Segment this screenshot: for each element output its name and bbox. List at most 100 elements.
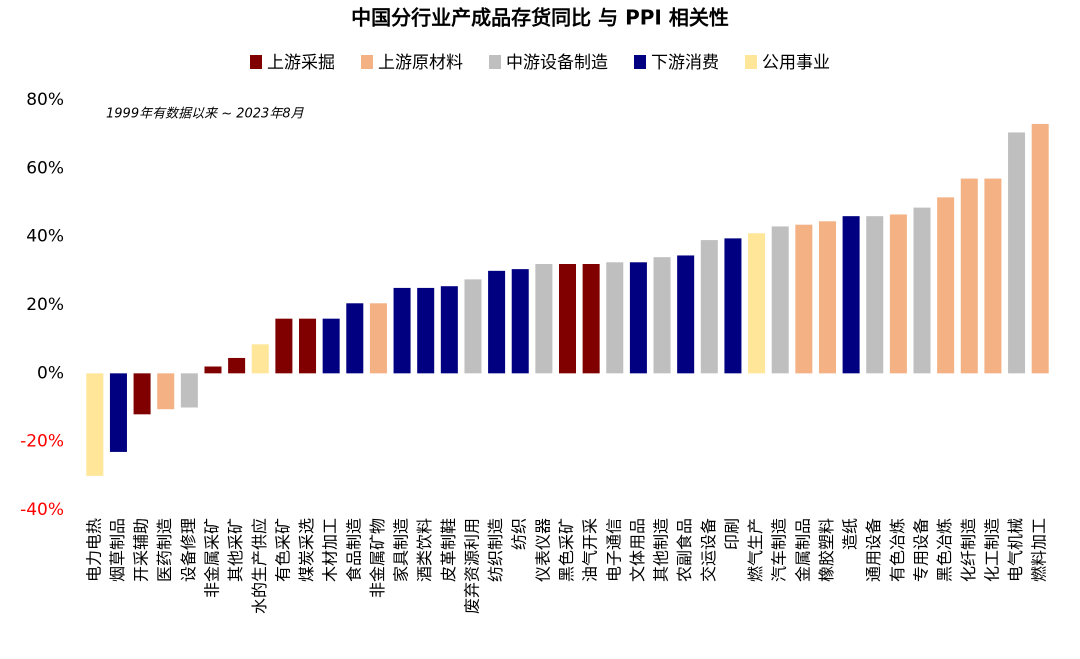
chart-title: 中国分行业产成品存货同比 与 PPI 相关性 bbox=[351, 6, 729, 30]
x-tick-label: 印刷 bbox=[722, 518, 741, 550]
bar bbox=[937, 197, 955, 374]
bar bbox=[204, 366, 222, 374]
bar bbox=[795, 224, 813, 374]
x-tick-label: 开采辅助 bbox=[132, 518, 151, 582]
bar bbox=[558, 264, 577, 374]
bar bbox=[299, 318, 317, 374]
bar bbox=[1008, 132, 1026, 374]
y-tick-label: 20% bbox=[26, 295, 64, 315]
bar bbox=[86, 373, 104, 476]
x-tick-label: 非金属采矿 bbox=[202, 518, 221, 598]
x-tick-label: 医药制造 bbox=[155, 518, 174, 582]
x-tick-label: 其他制造 bbox=[652, 518, 671, 582]
x-tick-label: 其他采矿 bbox=[226, 518, 245, 582]
bar bbox=[913, 207, 931, 374]
x-tick-label: 废弃资源利用 bbox=[462, 518, 481, 614]
bar bbox=[582, 264, 600, 374]
x-tick-label: 有色采矿 bbox=[273, 518, 292, 582]
bar bbox=[464, 279, 482, 374]
bar bbox=[771, 226, 789, 374]
bar bbox=[818, 221, 836, 374]
bar bbox=[157, 373, 175, 410]
x-tick-label: 食品制造 bbox=[344, 518, 363, 582]
legend-swatch bbox=[745, 55, 757, 69]
legend-swatch bbox=[250, 55, 262, 69]
bar bbox=[440, 286, 458, 374]
x-tick-label: 纺织 bbox=[510, 518, 529, 550]
legend-label: 公用事业 bbox=[762, 53, 830, 73]
y-tick-label: 60% bbox=[26, 158, 64, 178]
x-tick-label: 农副食品 bbox=[675, 518, 694, 582]
y-tick-label: -20% bbox=[20, 432, 64, 452]
x-tick-label: 设备修理 bbox=[179, 518, 198, 582]
x-tick-label: 电子通信 bbox=[604, 518, 623, 582]
bar bbox=[488, 270, 506, 374]
bar bbox=[984, 178, 1002, 374]
x-tick-label: 造纸 bbox=[841, 518, 860, 550]
x-tick-label: 仪表仪器 bbox=[533, 518, 552, 582]
bar bbox=[535, 264, 553, 374]
bar bbox=[724, 238, 742, 374]
bar bbox=[417, 287, 435, 374]
bar bbox=[960, 178, 978, 374]
legend-swatch bbox=[489, 55, 501, 69]
x-tick-label: 交运设备 bbox=[699, 518, 718, 582]
x-tick-label: 煤炭采选 bbox=[297, 518, 316, 582]
x-tick-label: 金属制品 bbox=[793, 518, 812, 582]
legend-swatch bbox=[361, 55, 373, 69]
x-tick-label: 皮革制鞋 bbox=[439, 518, 458, 582]
legend: 上游采掘 上游原材料 中游设备制造 下游消费 公用事业 bbox=[250, 53, 830, 73]
x-tick-label: 文体用品 bbox=[628, 518, 647, 582]
bar bbox=[133, 373, 151, 415]
x-tick-label: 烟草制品 bbox=[108, 518, 127, 582]
bar bbox=[275, 318, 293, 374]
bar bbox=[511, 269, 529, 374]
x-tick-label: 家具制造 bbox=[392, 518, 411, 582]
x-tick-label: 木材加工 bbox=[321, 518, 340, 582]
legend-label: 下游消费 bbox=[651, 53, 719, 73]
bar bbox=[1031, 123, 1049, 374]
annotation: 1999年有数据以来 ~ 2023年8月 bbox=[106, 107, 305, 122]
bar bbox=[748, 233, 766, 374]
x-tick-label: 电力电热 bbox=[84, 518, 103, 582]
y-tick-label: -40% bbox=[20, 500, 64, 520]
x-tick-label: 酒类饮料 bbox=[415, 518, 434, 582]
x-tick-label: 化纤制造 bbox=[959, 518, 978, 582]
legend-label: 上游原材料 bbox=[378, 53, 463, 73]
x-tick-label: 黑色采矿 bbox=[557, 518, 576, 582]
bar bbox=[653, 257, 671, 374]
bar bbox=[629, 262, 647, 374]
bar bbox=[251, 344, 269, 374]
x-tick-label: 燃料加工 bbox=[1030, 518, 1049, 582]
x-tick-label: 汽车制造 bbox=[770, 518, 789, 582]
x-tick-label: 化工制造 bbox=[982, 518, 1001, 582]
bar bbox=[842, 216, 860, 374]
bar bbox=[889, 214, 907, 374]
bar bbox=[322, 318, 340, 374]
legend-label: 上游采掘 bbox=[267, 53, 335, 73]
bar bbox=[228, 357, 246, 374]
x-tick-label: 有色冶炼 bbox=[888, 518, 907, 582]
bar bbox=[700, 240, 718, 374]
x-tick-label: 电气机械 bbox=[1006, 518, 1025, 582]
x-tick-label: 燃气生产 bbox=[746, 518, 765, 582]
x-tick-label: 通用设备 bbox=[864, 518, 883, 582]
bar bbox=[369, 303, 387, 374]
bar bbox=[180, 373, 198, 408]
y-tick-label: 80% bbox=[26, 90, 64, 110]
bar bbox=[606, 262, 624, 374]
legend-label: 中游设备制造 bbox=[506, 53, 608, 73]
bar bbox=[393, 287, 411, 374]
legend-swatch bbox=[634, 55, 646, 69]
bar bbox=[866, 216, 884, 374]
y-tick-label: 40% bbox=[26, 227, 64, 247]
x-tick-label: 橡胶塑料 bbox=[817, 518, 836, 582]
x-tick-label: 非金属矿物 bbox=[368, 518, 387, 598]
bar bbox=[346, 303, 364, 374]
x-tick-label: 水的生产供应 bbox=[250, 518, 269, 614]
x-tick-label: 纺织制造 bbox=[486, 518, 505, 582]
y-tick-label: 0% bbox=[37, 363, 64, 383]
x-tick-label: 专用设备 bbox=[912, 518, 931, 582]
x-tick-label: 油气开采 bbox=[581, 518, 600, 582]
